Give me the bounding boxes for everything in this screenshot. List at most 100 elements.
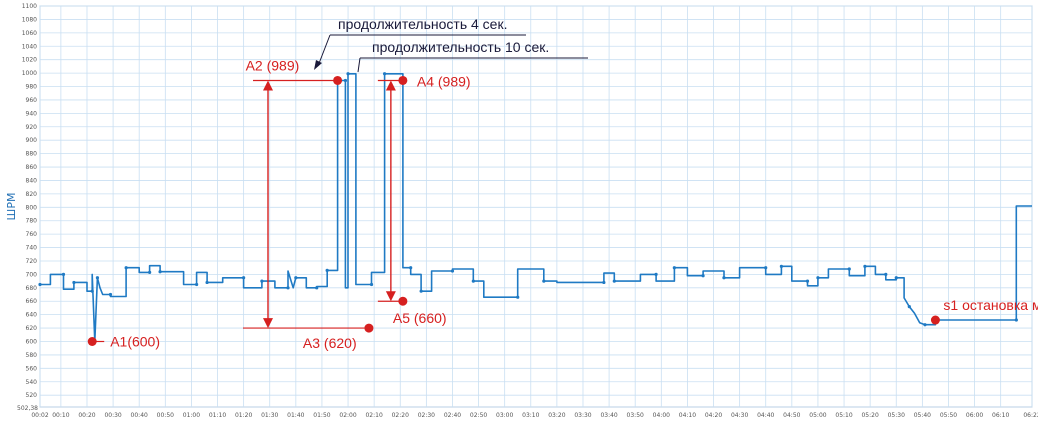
x-tick-label: 03:30: [574, 412, 591, 419]
arrow-head-up: [385, 80, 396, 91]
y-tick-label: 620: [26, 325, 38, 332]
y-tick-label: 860: [26, 164, 38, 171]
series-point: [923, 323, 927, 327]
y-tick-label: 940: [26, 110, 38, 117]
series-point: [242, 276, 246, 280]
x-tick-label: 05:20: [861, 412, 878, 419]
plot-frame: [39, 5, 1033, 408]
x-tick-label: 04:10: [679, 412, 696, 419]
annotation-leader: [357, 57, 361, 73]
x-tick-label: 04:00: [653, 412, 670, 419]
y-tick-label: 800: [26, 204, 38, 211]
x-tick-label: 00:10: [52, 412, 69, 419]
series-line: [38, 72, 1032, 343]
y-tick-label: 1080: [22, 16, 37, 23]
series-point: [450, 269, 455, 273]
series-point: [315, 286, 319, 290]
y-axis-ticks: 1100 1080 1060 1040 1020 1000 980 960 940 920 900 8…: [17, 3, 38, 412]
series-point: [124, 266, 128, 270]
y-tick-label: 1060: [22, 30, 37, 37]
series-point: [260, 279, 264, 283]
y-tick-label: 880: [26, 151, 38, 158]
x-tick-label: 00:40: [131, 412, 148, 419]
y-tick-label: 1100: [22, 3, 37, 10]
marker-label: s1 остановка мотора: [943, 297, 1038, 313]
x-tick-label: 05:00: [809, 412, 826, 419]
y-tick-label: 1040: [22, 43, 37, 50]
series-point: [72, 280, 76, 285]
y-tick-label: 580: [26, 352, 38, 359]
x-tick-label: 03:10: [522, 412, 539, 419]
y-tick-label: 700: [26, 271, 38, 278]
marker-dot: [930, 315, 940, 325]
series-point: [61, 272, 66, 276]
x-tick-label: 01:40: [287, 412, 304, 419]
x-tick-label: 01:00: [183, 412, 200, 419]
x-tick-label: 06:10: [992, 412, 1009, 419]
x-tick-label: 05:40: [914, 412, 931, 419]
y-tick-label: 760: [26, 231, 38, 238]
x-tick-label: 05:30: [888, 412, 905, 419]
marker-label: A2 (989): [246, 57, 300, 73]
series-point: [779, 264, 783, 268]
x-tick-label: 04:50: [783, 412, 800, 419]
y-tick-label: 820: [26, 191, 38, 198]
series-point: [38, 282, 42, 287]
x-tick-label: 00:50: [157, 412, 174, 419]
series-point: [672, 266, 676, 270]
y-tick-label: 1020: [22, 57, 37, 64]
marker-label: A5 (660): [393, 310, 447, 326]
series-point: [654, 272, 658, 276]
x-tick-label: 01:30: [261, 412, 278, 419]
y-tick-label: 960: [26, 97, 38, 104]
marker-label: A3 (620): [303, 335, 357, 351]
y-axis-label: ШРМ: [5, 193, 18, 221]
grid-lines: [39, 5, 1033, 408]
marker-dot: [87, 336, 97, 346]
series-point: [382, 72, 387, 76]
duration-annotation: продолжительность 4 сек.: [338, 16, 507, 32]
y-tick-label: 640: [26, 312, 38, 319]
y-tick-label: 560: [26, 365, 38, 372]
x-tick-label: 02:40: [444, 412, 461, 419]
x-tick-label: 06:22: [1023, 412, 1038, 419]
series-point: [325, 268, 329, 272]
y-tick-label: 720: [26, 258, 38, 265]
series-point: [701, 274, 705, 278]
x-tick-label: 02:10: [365, 412, 382, 419]
x-tick-label: 03:40: [600, 412, 617, 419]
series-point: [805, 279, 810, 283]
series-point: [612, 279, 616, 283]
x-tick-label: 03:20: [548, 412, 565, 419]
x-axis-ticks: 00:02 00:10 00:20 00:30 00:40 00:50 01:00 01:10…: [31, 412, 1038, 419]
series-point: [816, 276, 820, 280]
series-point: [847, 267, 851, 271]
y-min-label: 502,38: [17, 405, 38, 412]
arrow-head-down: [263, 318, 273, 329]
series-point: [863, 264, 867, 268]
x-tick-label: 00:20: [78, 412, 95, 419]
arrow-head-up: [263, 80, 273, 91]
x-tick-label: 00:02: [31, 412, 48, 419]
x-tick-label: 00:30: [104, 412, 121, 419]
series-point: [158, 270, 162, 274]
x-tick-label: 04:20: [705, 412, 722, 419]
x-tick-label: 02:50: [470, 412, 487, 419]
series-point: [108, 292, 113, 297]
arrow-head-down: [385, 291, 396, 302]
y-tick-label: 1000: [22, 70, 37, 77]
y-tick-label: 540: [26, 379, 38, 386]
marker-dot: [398, 75, 408, 85]
series-point: [907, 305, 911, 309]
series-point: [148, 270, 152, 274]
x-tick-label: 03:00: [496, 412, 513, 419]
series-point: [369, 282, 374, 287]
series-point: [195, 282, 199, 287]
series-point: [722, 276, 726, 280]
y-tick-label: 920: [26, 124, 38, 131]
x-tick-label: 01:10: [209, 412, 226, 419]
x-tick-label: 03:50: [627, 412, 644, 419]
y-tick-label: 780: [26, 218, 38, 225]
series-point: [471, 279, 475, 283]
